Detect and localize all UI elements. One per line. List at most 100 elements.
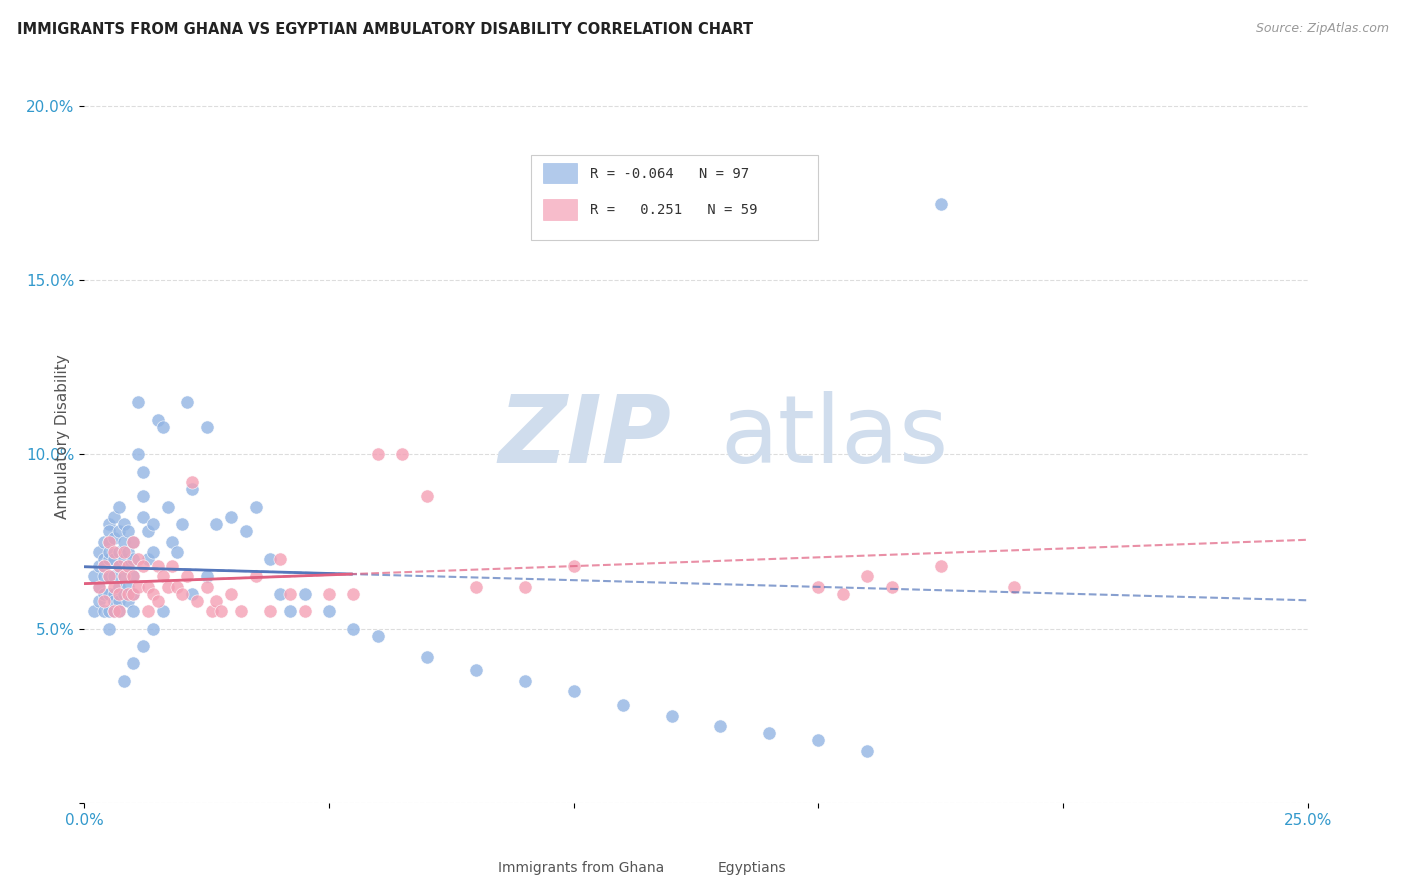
- Point: [181, 483, 204, 497]
- Text: atlas: atlas: [720, 391, 949, 483]
- Point: [416, 489, 439, 503]
- Point: [152, 419, 174, 434]
- Point: [661, 708, 683, 723]
- Point: [87, 594, 110, 608]
- Point: [122, 587, 145, 601]
- Point: [162, 534, 184, 549]
- Point: [93, 558, 115, 573]
- Y-axis label: Ambulatory Disability: Ambulatory Disability: [55, 355, 70, 519]
- Point: [195, 419, 218, 434]
- Point: [122, 604, 145, 618]
- Point: [205, 517, 228, 532]
- Point: [269, 587, 291, 601]
- Point: [166, 545, 188, 559]
- Point: [122, 587, 145, 601]
- Point: [122, 534, 145, 549]
- Point: [97, 622, 120, 636]
- Point: [156, 580, 179, 594]
- Point: [172, 587, 194, 601]
- Point: [103, 552, 125, 566]
- Point: [107, 545, 129, 559]
- Point: [112, 673, 135, 688]
- Point: [146, 412, 169, 426]
- Point: [107, 604, 129, 618]
- Point: [562, 558, 585, 573]
- Point: [259, 604, 281, 618]
- Point: [269, 552, 291, 566]
- Point: [205, 594, 228, 608]
- Point: [93, 552, 115, 566]
- Point: [87, 558, 110, 573]
- Point: [219, 587, 242, 601]
- Point: [142, 622, 165, 636]
- Text: R = -0.064   N = 97: R = -0.064 N = 97: [589, 167, 748, 181]
- Point: [176, 395, 198, 409]
- Point: [112, 552, 135, 566]
- Point: [83, 604, 105, 618]
- Point: [132, 510, 155, 524]
- Point: [152, 604, 174, 618]
- Point: [181, 587, 204, 601]
- Point: [93, 534, 115, 549]
- Point: [464, 664, 486, 678]
- Point: [103, 594, 125, 608]
- Point: [103, 569, 125, 583]
- Point: [278, 604, 301, 618]
- Point: [294, 604, 316, 618]
- Point: [186, 594, 208, 608]
- Point: [107, 580, 129, 594]
- Point: [107, 604, 129, 618]
- Text: R =   0.251   N = 59: R = 0.251 N = 59: [589, 203, 756, 218]
- Point: [294, 587, 316, 601]
- Point: [831, 587, 853, 601]
- Point: [97, 524, 120, 538]
- Point: [132, 489, 155, 503]
- FancyBboxPatch shape: [531, 155, 818, 240]
- Point: [122, 534, 145, 549]
- Point: [245, 500, 267, 514]
- Point: [103, 531, 125, 545]
- Point: [318, 604, 340, 618]
- Point: [146, 558, 169, 573]
- Point: [132, 558, 155, 573]
- Point: [142, 587, 165, 601]
- Point: [136, 604, 159, 618]
- Point: [181, 475, 204, 490]
- Point: [97, 545, 120, 559]
- Point: [103, 604, 125, 618]
- Point: [416, 649, 439, 664]
- Point: [93, 587, 115, 601]
- Point: [136, 580, 159, 594]
- Point: [367, 448, 389, 462]
- Point: [103, 604, 125, 618]
- Point: [117, 524, 139, 538]
- Point: [278, 587, 301, 601]
- Point: [219, 510, 242, 524]
- Point: [117, 587, 139, 601]
- Point: [97, 552, 120, 566]
- Point: [152, 569, 174, 583]
- Point: [136, 552, 159, 566]
- Point: [103, 580, 125, 594]
- Point: [103, 510, 125, 524]
- Text: IMMIGRANTS FROM GHANA VS EGYPTIAN AMBULATORY DISABILITY CORRELATION CHART: IMMIGRANTS FROM GHANA VS EGYPTIAN AMBULA…: [17, 22, 754, 37]
- FancyBboxPatch shape: [683, 860, 710, 876]
- Point: [112, 517, 135, 532]
- Point: [93, 558, 115, 573]
- Point: [103, 587, 125, 601]
- Point: [513, 673, 536, 688]
- Point: [172, 517, 194, 532]
- Point: [195, 580, 218, 594]
- Point: [856, 569, 879, 583]
- Point: [122, 657, 145, 671]
- Point: [107, 500, 129, 514]
- Point: [132, 465, 155, 479]
- Point: [200, 604, 222, 618]
- Point: [97, 587, 120, 601]
- Point: [929, 196, 952, 211]
- Point: [112, 545, 135, 559]
- Point: [166, 580, 188, 594]
- Point: [807, 580, 830, 594]
- Point: [127, 580, 149, 594]
- Point: [142, 545, 165, 559]
